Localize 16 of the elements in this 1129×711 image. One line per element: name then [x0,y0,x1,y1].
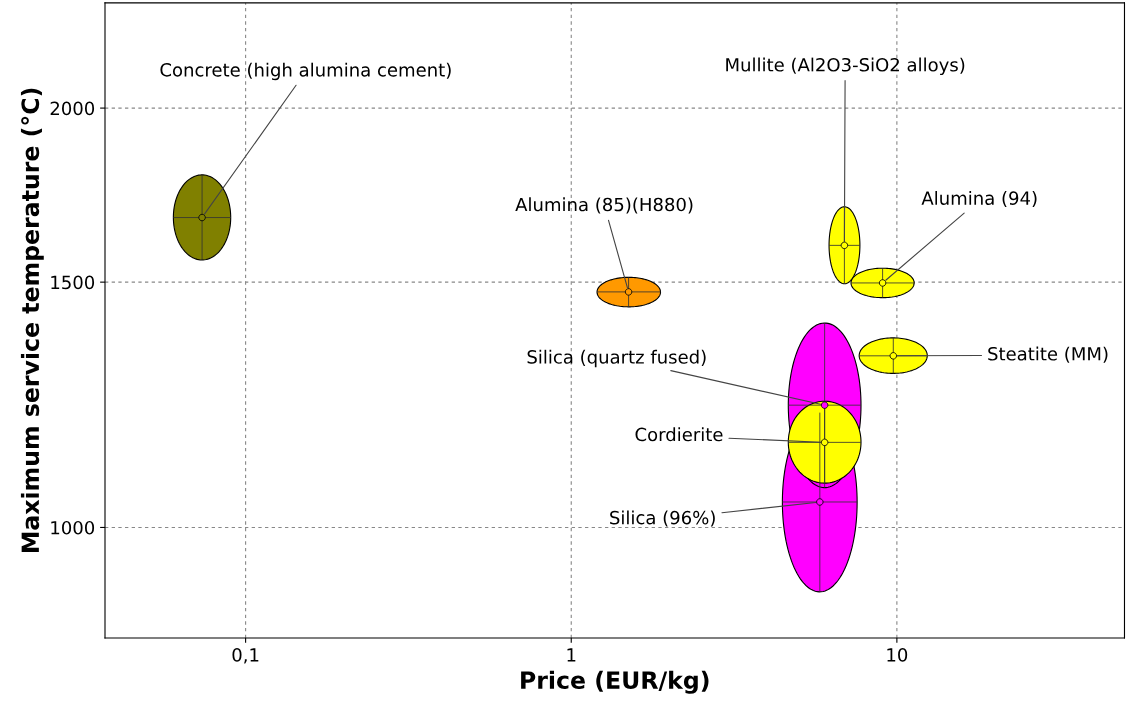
text: Concrete (high alumina cement) [160,62,451,81]
x-tick-label: 1 [567,648,576,662]
text: Alumina (85)(H880) [515,197,693,214]
text: Cordierite [635,427,723,442]
text: Silica (quartz fused) [527,349,706,368]
y-tick-label: 2000 [50,101,95,116]
y-tick-label: 1500 [51,275,95,290]
text: Alumina (94) [921,191,1037,208]
text: Silica (96%) [610,510,715,527]
y-axis-title: Maximum service temperature (°C) [20,88,44,552]
x-tick-label: 0,1 [232,648,259,664]
x-axis-title: Price (EUR/kg) [521,670,709,694]
text: Steatite (MM) [988,346,1108,363]
y-tick-label: 1000 [51,520,95,535]
text: Mullite (Al2O3-SiO2 alloys) [726,57,965,76]
x-tick-label: 10 [887,648,908,662]
